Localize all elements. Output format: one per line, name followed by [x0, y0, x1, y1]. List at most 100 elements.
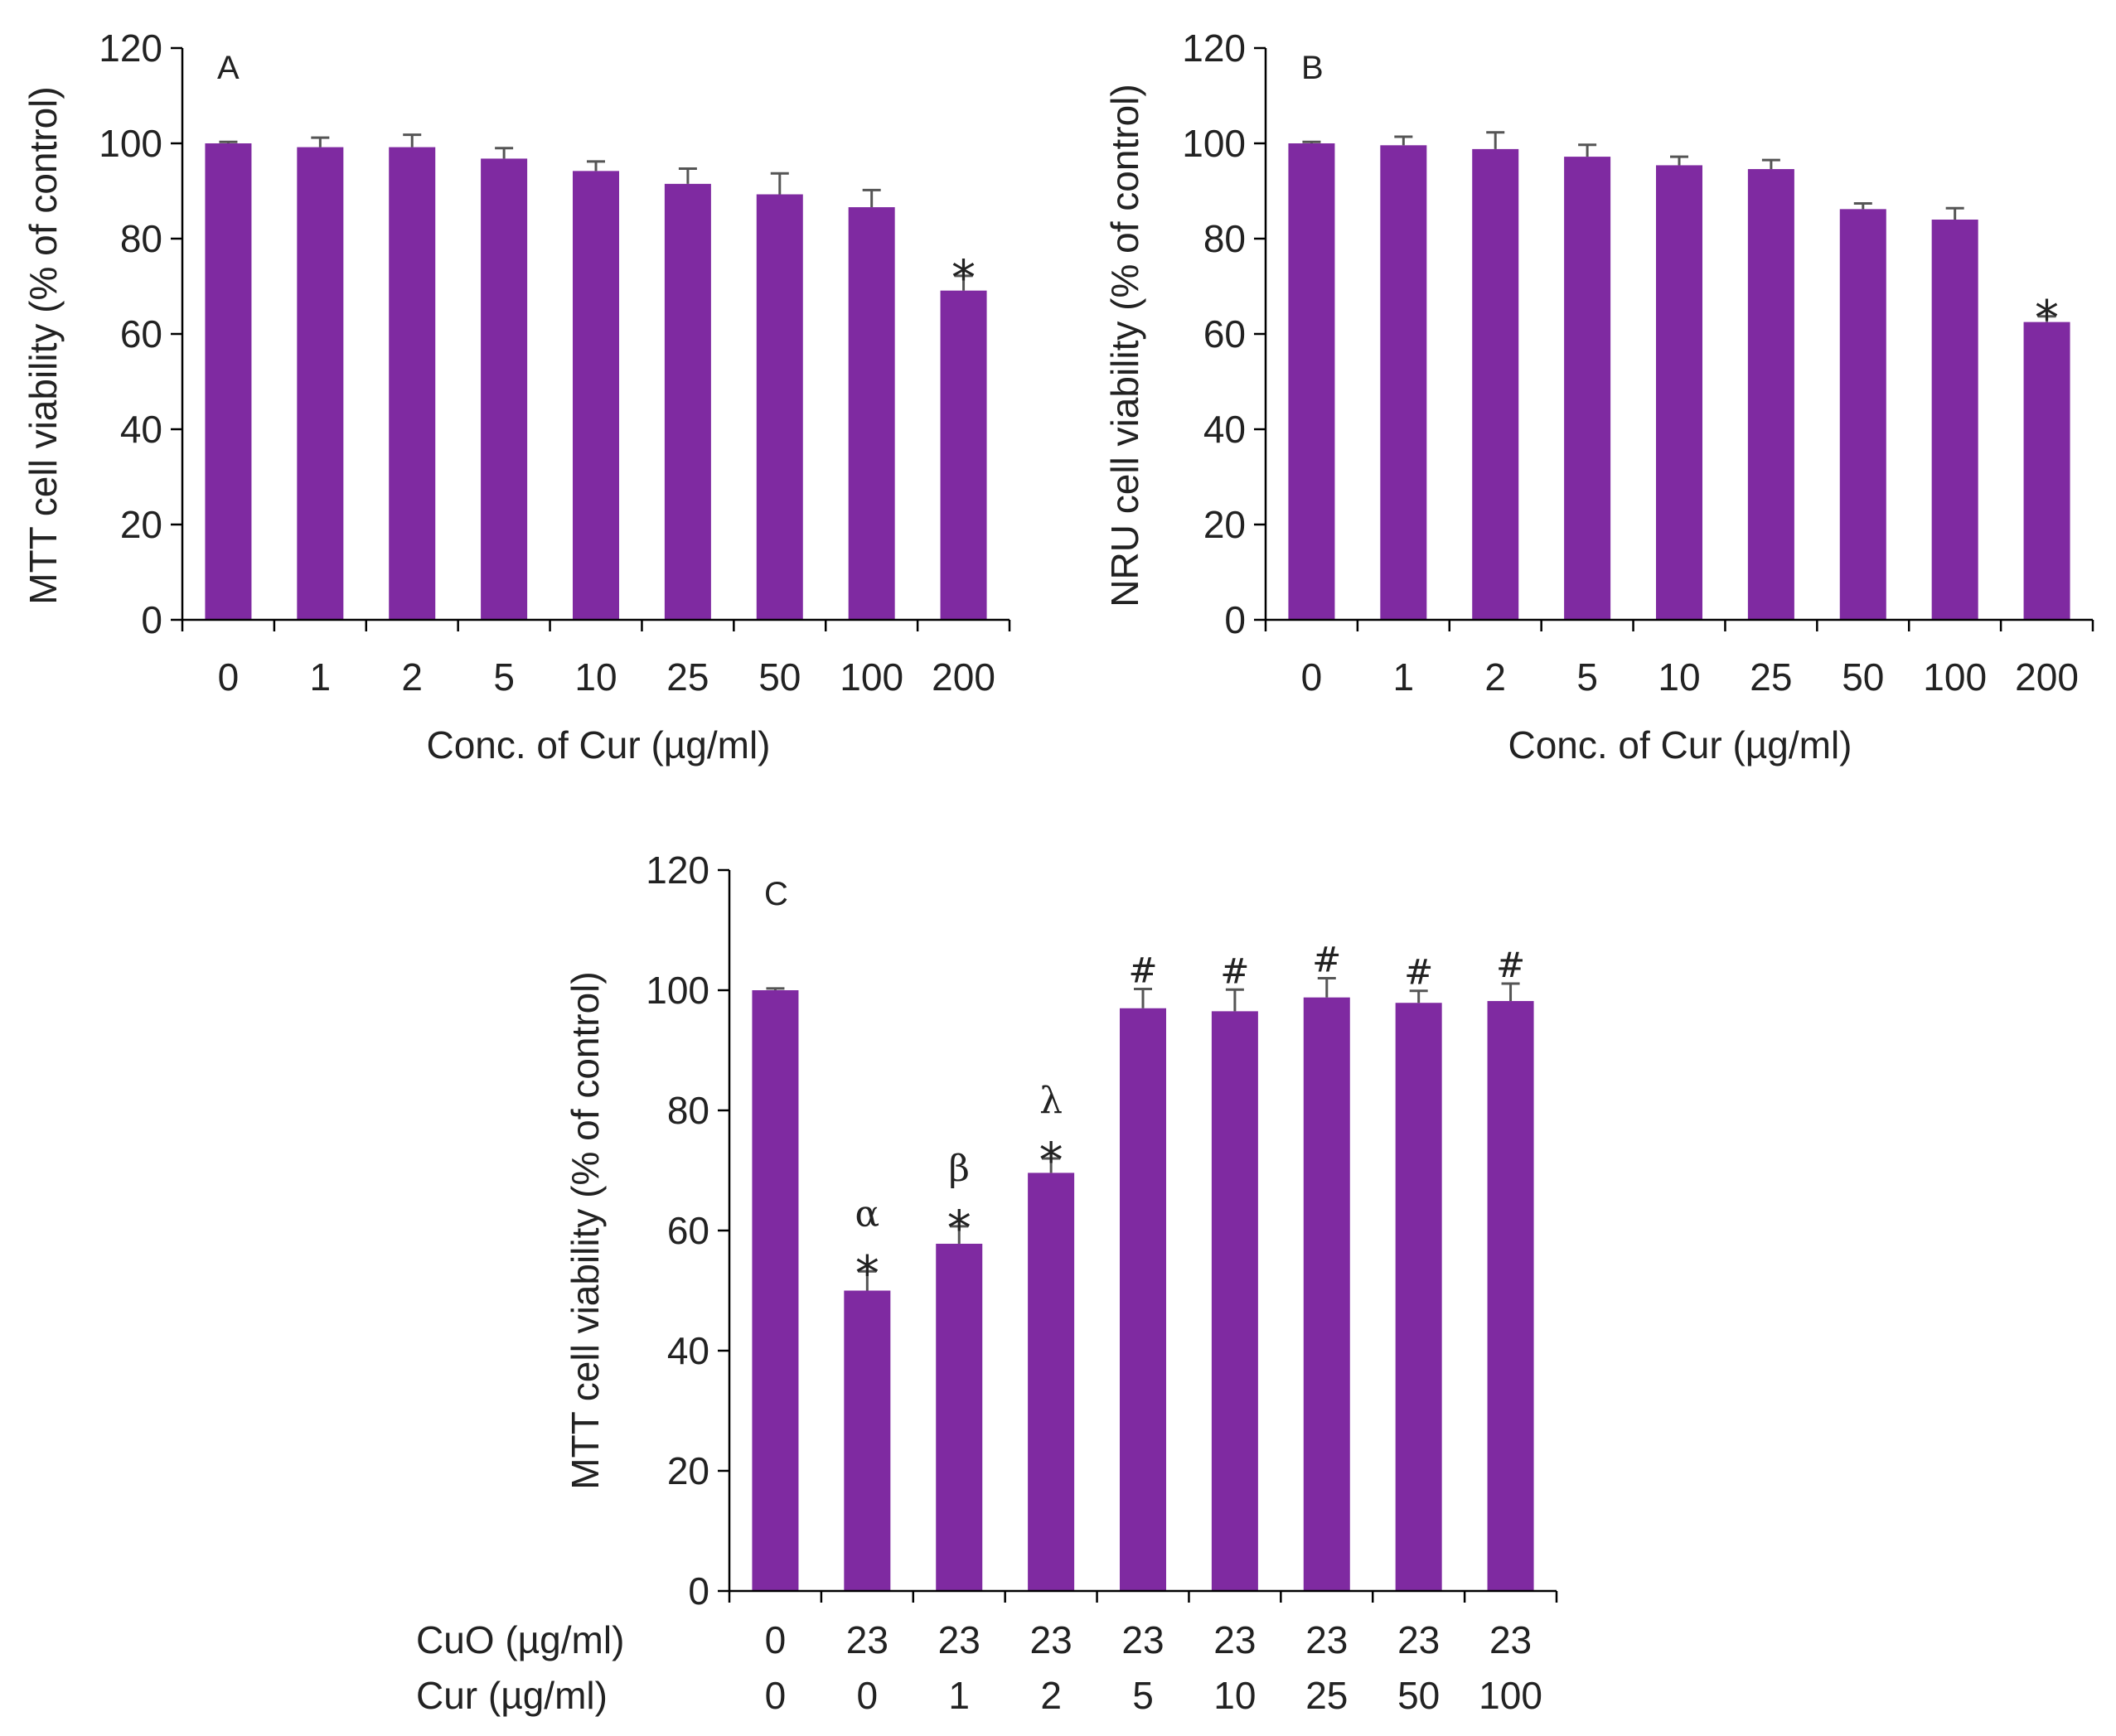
panel-a-bars	[205, 143, 987, 621]
panel-b-bar	[1747, 169, 1794, 621]
panel-c-chart: * α * β * λ # # # # # 0 20 40 60 80 100 120 0 0 23 0 23 1 23 2 2…	[416, 849, 1558, 1717]
panel-b-x-tick-label: 2	[1484, 655, 1506, 699]
panel-a-error-bars	[219, 133, 973, 291]
panel-a-significance-markers: *	[951, 249, 976, 306]
panel-b-bars	[1288, 143, 2070, 621]
panel-c-significance-greek: α	[855, 1192, 879, 1235]
panel-a-y-tick-label: 20	[120, 503, 162, 546]
panel-b-x-tick-label: 5	[1576, 655, 1598, 699]
panel-c-x-tick-label-cuo: 23	[1305, 1618, 1348, 1661]
panel-c-x-tick-label-cur: 25	[1305, 1674, 1348, 1717]
panel-b-bar	[2023, 322, 2070, 620]
panel-c-y-tick-label: 20	[667, 1449, 709, 1492]
panel-a-letter: A	[217, 50, 240, 86]
panel-c-x-tick-label-cuo: 23	[1030, 1618, 1073, 1661]
panel-c-bar	[1211, 1011, 1258, 1591]
panel-a-bar	[940, 290, 987, 620]
panel-c-significance-markers: * α * β * λ # # # # #	[855, 940, 1525, 1302]
panel-c-x-tick-label-cur: 10	[1213, 1674, 1256, 1717]
panel-b-bar	[1839, 209, 1886, 620]
panel-c-x-tick-label-cuo: 23	[1213, 1618, 1256, 1661]
panel-b-bar	[1931, 220, 1978, 620]
panel-c-x-tick-label-cur: 50	[1397, 1674, 1440, 1717]
panel-a-x-tick-label: 50	[758, 655, 801, 699]
panel-c-bar	[844, 1290, 891, 1591]
panel-a-y-tick-label: 0	[141, 598, 162, 641]
panel-b-y-tick-label: 120	[1182, 27, 1246, 70]
panel-b-x-axis-title: Conc. of Cur (µg/ml)	[1508, 723, 1852, 766]
panel-b-x-tick-label: 50	[1842, 655, 1884, 699]
panel-b-y-tick-label: 40	[1203, 408, 1246, 451]
panel-b-letter: B	[1301, 50, 1324, 86]
panel-a-bar	[756, 194, 803, 620]
panel-c-x-tick-label-cuo: 23	[846, 1618, 889, 1661]
panel-a-y-axis-title: MTT cell viability (% of control)	[22, 86, 65, 604]
panel-c-significance-star: *	[855, 1245, 879, 1301]
panel-c-x-tick-label-cur: 5	[1132, 1674, 1154, 1717]
panel-b-x-tick-label: 200	[2015, 655, 2079, 699]
panel-a-x-tick-label: 10	[574, 655, 617, 699]
panel-c-x-tick-label-cur: 0	[857, 1674, 879, 1717]
panel-c-bar	[1028, 1173, 1075, 1591]
panel-c-x-tick-label-cuo: 23	[1121, 1618, 1164, 1661]
panel-c-x-tick-label-cuo: 0	[765, 1618, 787, 1661]
panel-c-y-ticks: 0 20 40 60 80 100 120	[646, 849, 729, 1613]
panel-a-y-tick-label: 80	[120, 217, 162, 260]
panel-b-y-tick-label: 60	[1203, 312, 1246, 355]
panel-b-y-ticks: 0 20 40 60 80 100 120	[1182, 27, 1266, 641]
panel-b-bar	[1380, 145, 1427, 621]
panel-a-x-axis-title: Conc. of Cur (µg/ml)	[426, 723, 770, 766]
panel-a-significance-star: *	[951, 249, 976, 306]
panel-b-bar	[1564, 157, 1611, 621]
panel-c-x-tick-label-cuo: 23	[1489, 1618, 1532, 1661]
panel-c-y-tick-label: 100	[646, 969, 709, 1012]
panel-a-y-tick-label: 100	[99, 122, 162, 165]
panel-c-letter: C	[764, 876, 788, 912]
panel-b-significance-star: *	[2035, 290, 2059, 346]
panel-c-significance-hash: #	[1312, 940, 1341, 980]
panel-b-x-tick-label: 25	[1750, 655, 1792, 699]
panel-b-x-ticks: 0 1 2 5 10 25 50 100 200	[1264, 620, 2094, 699]
panel-a-bar	[389, 147, 436, 621]
panel-c-y-tick-label: 60	[667, 1209, 709, 1252]
panel-a-x-ticks: 0 1 2 5 10 25 50 100 200	[181, 620, 1011, 699]
panel-c-bar	[1395, 1003, 1442, 1591]
panel-c-significance-star: *	[947, 1200, 971, 1256]
panel-c-x-ticks: 0 0 23 0 23 1 23 2 23 5 23 10 23 25 23 50 23 100	[728, 1591, 1558, 1717]
panel-a-x-tick-label: 1	[310, 655, 332, 699]
panel-b-significance-markers: *	[2035, 290, 2059, 346]
panel-c-row-label-cuo: CuO (µg/ml)	[416, 1618, 624, 1661]
panel-c-significance-hash: #	[1496, 945, 1525, 985]
panel-c-x-tick-label-cur: 1	[948, 1674, 970, 1717]
panel-c-y-axis-title: MTT cell viability (% of control)	[564, 971, 607, 1489]
panel-c-significance-hash: #	[1128, 950, 1157, 991]
panel-b-x-tick-label: 0	[1301, 655, 1323, 699]
panel-c-significance-hash: #	[1404, 952, 1433, 993]
panel-c-row-label-cur: Cur (µg/ml)	[416, 1674, 608, 1717]
panel-b-bar	[1472, 148, 1519, 620]
panel-a-y-ticks: 0 20 40 60 80 100 120	[99, 27, 182, 641]
panel-b-y-tick-label: 0	[1224, 598, 1246, 641]
panel-c-error-bars	[766, 977, 1520, 1291]
panel-b-error-bars	[1302, 131, 2056, 322]
panel-c-bar	[936, 1243, 983, 1591]
panel-c-y-tick-label: 40	[667, 1329, 709, 1372]
panel-c-y-tick-label: 120	[646, 849, 709, 892]
panel-c-y-tick-label: 0	[688, 1569, 709, 1613]
panel-c-bars	[752, 990, 1534, 1591]
panel-b-y-tick-label: 100	[1182, 122, 1246, 165]
panel-b-x-tick-label: 10	[1658, 655, 1700, 699]
panel-c-significance-star: *	[1039, 1132, 1063, 1188]
panel-a-bar	[205, 143, 252, 620]
panel-c-x-tick-label-cuo: 23	[938, 1618, 981, 1661]
panel-a-x-tick-label: 2	[401, 655, 423, 699]
panel-c-x-tick-label-cur: 0	[765, 1674, 787, 1717]
panel-c-x-tick-label-cur: 2	[1040, 1674, 1062, 1717]
panel-c-bar	[1487, 1001, 1534, 1591]
panel-c-y-tick-label: 80	[667, 1089, 709, 1132]
panel-b-y-tick-label: 20	[1203, 503, 1246, 546]
panel-a-bar	[297, 147, 344, 621]
